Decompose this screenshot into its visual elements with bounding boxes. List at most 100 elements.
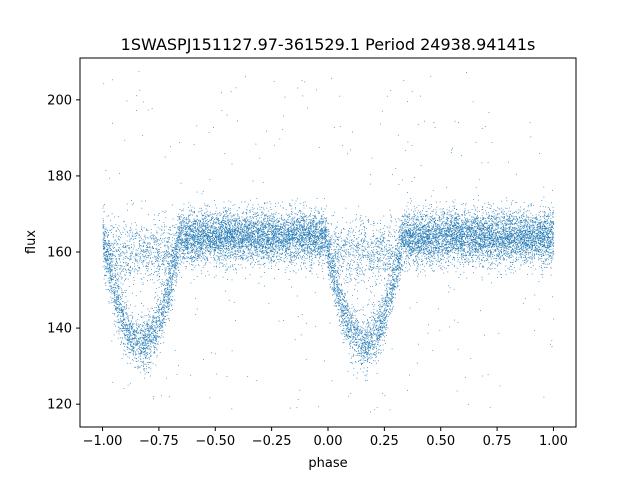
data-point	[257, 231, 259, 233]
data-point	[282, 245, 284, 247]
data-point	[233, 234, 235, 235]
data-point	[492, 238, 494, 240]
data-point	[521, 230, 523, 232]
data-point	[350, 342, 352, 344]
data-point	[335, 306, 337, 308]
data-point	[148, 342, 150, 344]
data-point	[200, 235, 201, 237]
data-point	[213, 230, 215, 232]
data-point	[221, 221, 223, 223]
data-point	[477, 242, 479, 244]
data-point	[333, 233, 335, 235]
data-point	[318, 220, 320, 222]
data-point	[199, 242, 200, 244]
data-point	[301, 225, 302, 227]
data-point	[340, 303, 341, 305]
data-point	[379, 305, 381, 307]
data-point	[455, 243, 457, 244]
data-point	[384, 307, 386, 309]
data-point	[351, 239, 353, 240]
data-point	[224, 222, 226, 224]
data-point	[110, 262, 111, 263]
data-point	[381, 322, 383, 324]
data-point	[342, 145, 343, 146]
data-point	[384, 299, 386, 301]
data-point	[205, 250, 206, 251]
data-point	[160, 327, 161, 329]
data-point	[183, 240, 185, 242]
data-point	[231, 247, 233, 249]
data-point	[219, 226, 221, 227]
data-point	[258, 282, 260, 284]
data-point	[334, 292, 336, 294]
data-point	[252, 233, 253, 234]
data-point	[526, 261, 528, 263]
data-point	[156, 271, 158, 272]
data-point	[170, 260, 172, 261]
data-point	[174, 238, 175, 240]
data-point	[147, 337, 149, 338]
data-point	[246, 206, 248, 208]
data-point	[460, 233, 462, 235]
data-point	[456, 239, 458, 241]
data-point	[277, 232, 279, 234]
data-point	[234, 241, 236, 243]
data-point	[426, 263, 427, 265]
data-point	[343, 306, 345, 308]
data-point	[136, 358, 138, 360]
data-point	[320, 237, 321, 238]
data-point	[501, 245, 503, 246]
data-point	[421, 244, 423, 246]
data-point	[347, 310, 349, 312]
data-point	[431, 240, 433, 242]
data-point	[475, 237, 477, 238]
data-point	[372, 260, 374, 262]
data-point	[411, 227, 413, 229]
data-point	[168, 291, 169, 292]
data-point	[518, 251, 520, 253]
data-point	[158, 305, 159, 307]
data-point	[148, 336, 150, 338]
data-point	[166, 292, 167, 294]
data-point	[313, 243, 315, 244]
data-point	[337, 280, 339, 282]
data-point	[517, 236, 519, 238]
data-point	[169, 320, 170, 321]
data-point	[379, 283, 381, 284]
data-point	[385, 300, 387, 302]
data-point	[510, 257, 511, 258]
data-point	[320, 243, 322, 244]
data-point	[509, 234, 511, 236]
data-point	[549, 230, 551, 231]
data-point	[261, 211, 263, 213]
data-point	[372, 328, 374, 329]
data-point	[465, 253, 467, 255]
data-point	[130, 338, 132, 340]
data-point	[117, 294, 119, 296]
data-point	[433, 237, 434, 239]
data-point	[247, 250, 249, 252]
data-point	[150, 375, 151, 377]
data-point	[431, 242, 433, 244]
data-point	[349, 245, 350, 247]
data-point	[319, 222, 321, 224]
data-point	[231, 279, 233, 281]
data-point	[368, 357, 370, 359]
data-point	[280, 234, 282, 235]
data-point	[369, 269, 370, 271]
data-point	[460, 233, 461, 235]
data-point	[520, 257, 522, 258]
data-point	[237, 251, 239, 252]
data-point	[163, 263, 165, 265]
data-point	[252, 244, 254, 246]
data-point	[442, 259, 444, 261]
data-point	[317, 239, 319, 241]
data-point	[355, 219, 356, 221]
data-point	[434, 233, 436, 235]
data-point	[228, 222, 229, 224]
data-point	[151, 332, 153, 333]
data-point	[254, 245, 255, 246]
data-point	[262, 224, 264, 226]
data-point	[147, 109, 149, 111]
